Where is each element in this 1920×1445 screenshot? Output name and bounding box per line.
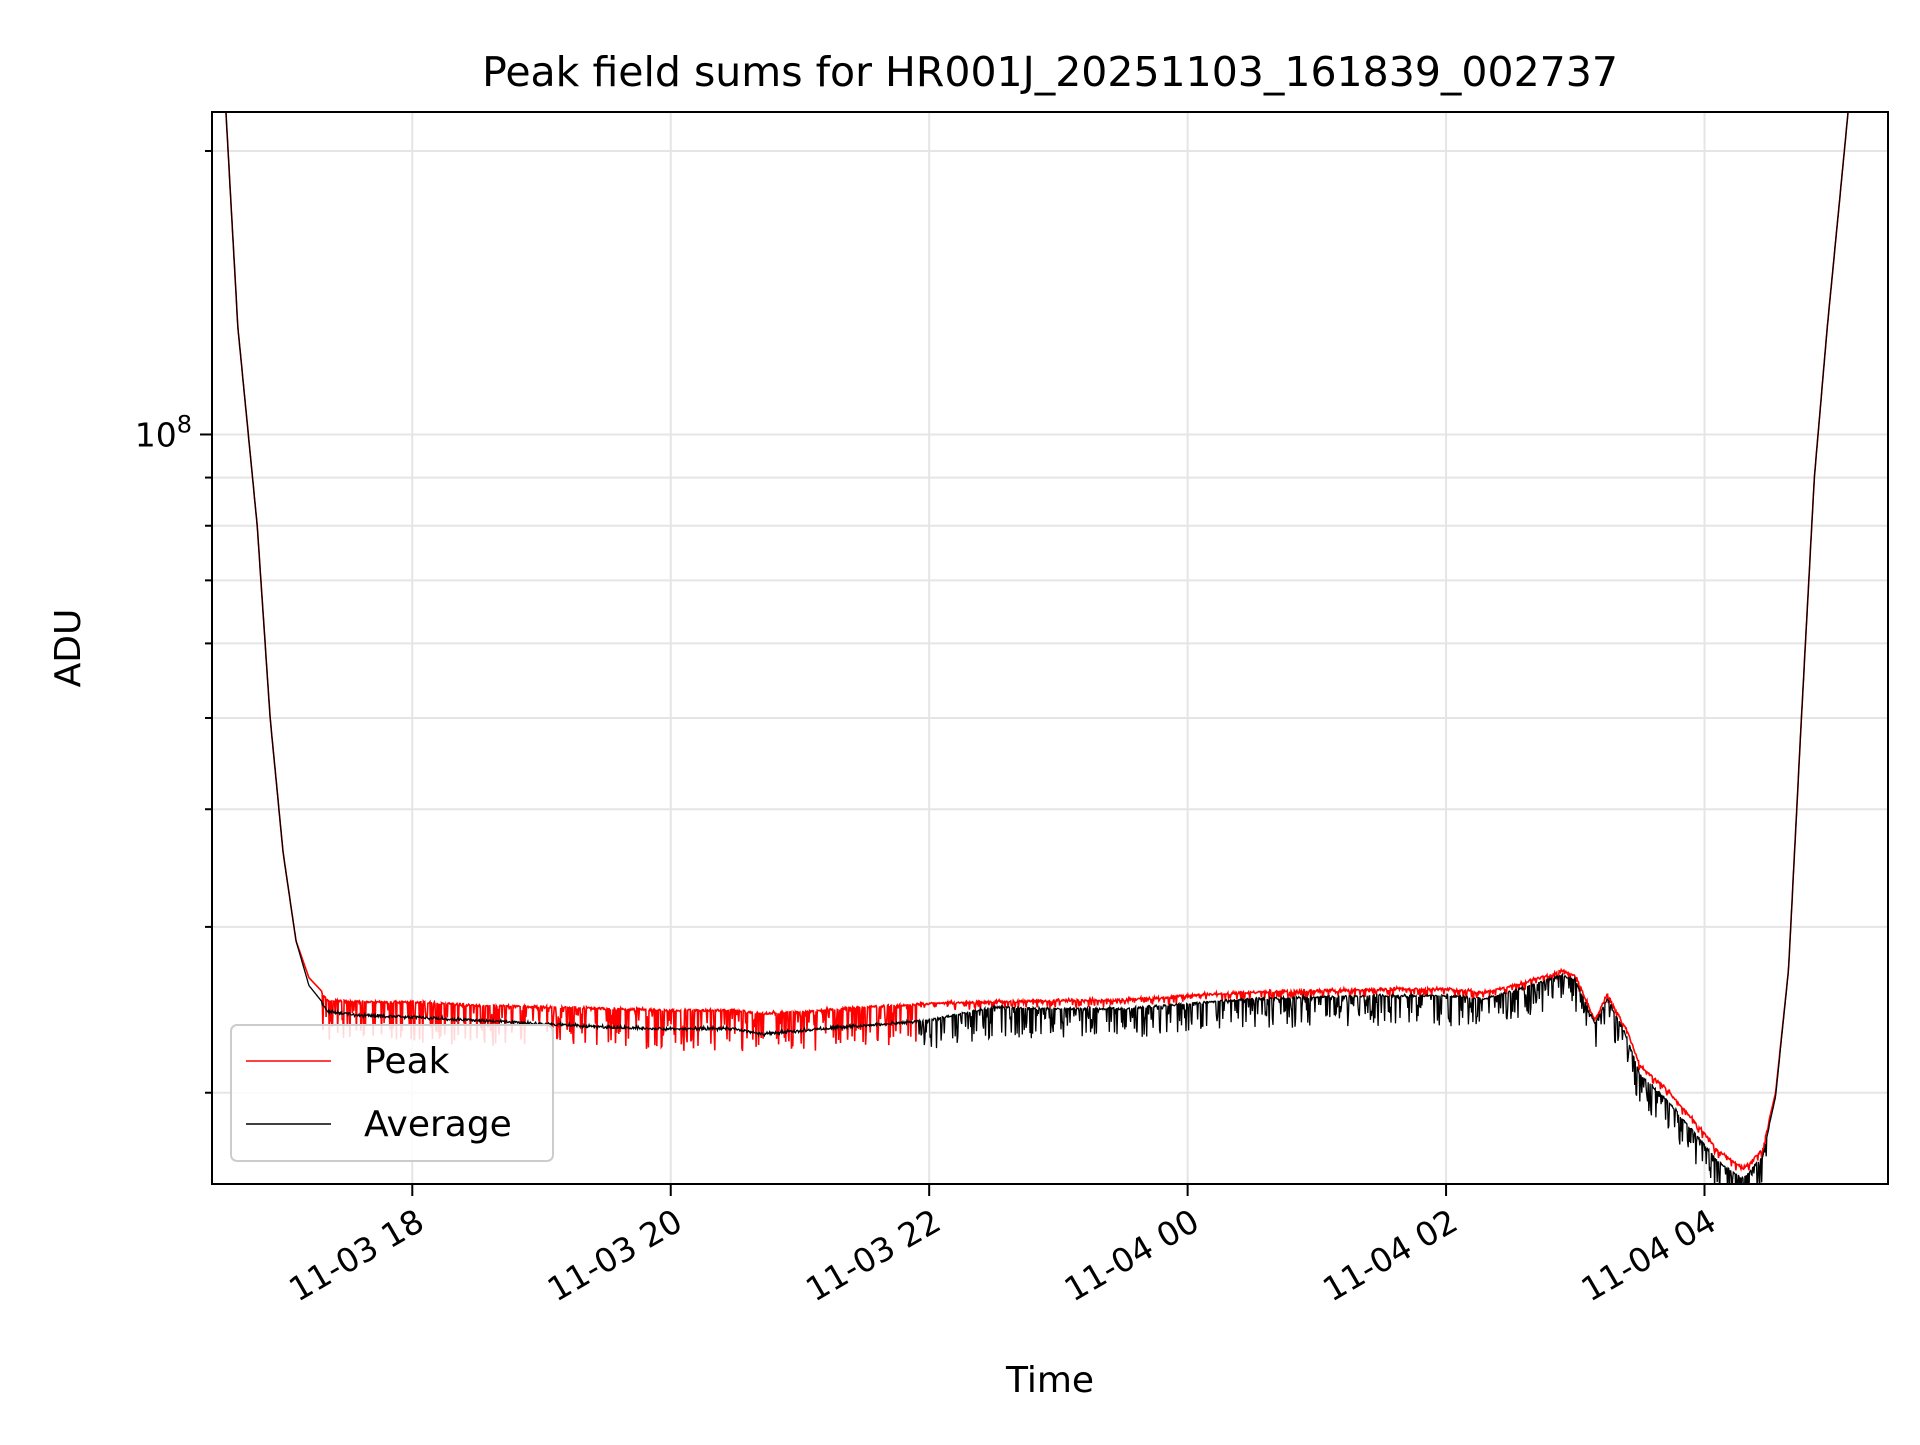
peak-series-line [225, 112, 1849, 1172]
x-axis-label: Time [1005, 1360, 1094, 1401]
y-tick-label-exponent: 8 [177, 410, 192, 438]
series-layer [225, 112, 1849, 1184]
x-tick-label: 11-03 18 [282, 1201, 430, 1309]
legend-label-peak: Peak [364, 1041, 450, 1082]
legend-label-average: Average [364, 1104, 512, 1145]
y-tick-label: 108 [135, 410, 192, 454]
y-tick-label-base: 10 [135, 415, 177, 454]
chart-title: Peak field sums for HR001J_20251103_1618… [482, 48, 1618, 96]
grid [212, 112, 1888, 1184]
plot-frame [211, 111, 1889, 1185]
x-tick-label: 11-04 02 [1316, 1201, 1464, 1309]
average-series-line [225, 112, 1849, 1184]
legend-box [230, 1024, 554, 1162]
x-tick-label: 11-03 22 [799, 1201, 947, 1309]
x-tick-label: 11-03 20 [541, 1201, 689, 1309]
y-axis-label: ADU [48, 609, 89, 688]
x-tick-label: 11-04 04 [1575, 1201, 1723, 1309]
legend: Peak Average [230, 1024, 554, 1162]
x-tick-label: 11-04 00 [1058, 1201, 1206, 1309]
